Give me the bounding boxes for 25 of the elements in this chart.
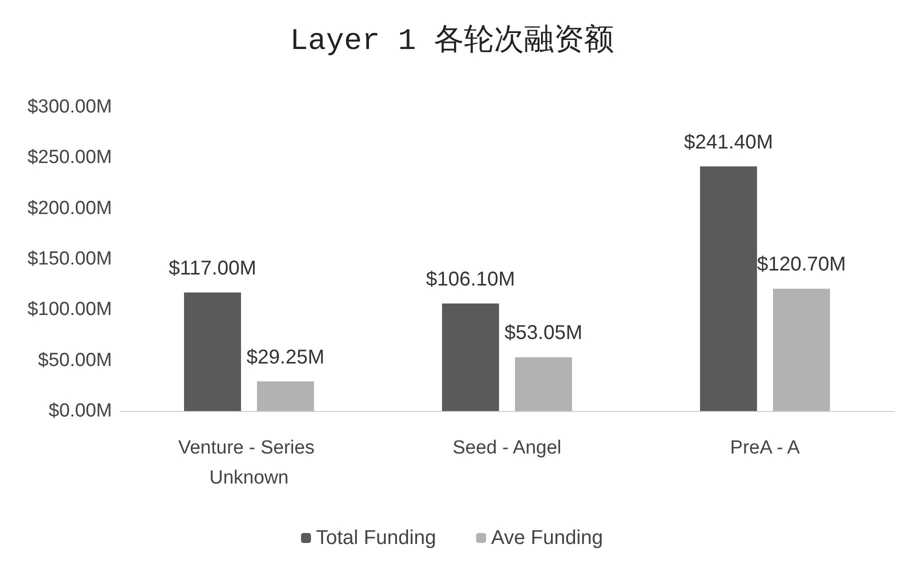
data-label: $106.10M	[426, 268, 516, 290]
y-tick-label: $100.00M	[27, 299, 112, 320]
y-tick-label: $50.00M	[38, 350, 112, 371]
y-tick-label: $300.00M	[27, 96, 112, 118]
y-tick-label: $250.00M	[27, 147, 112, 168]
x-tick-label: Seed - Angel	[452, 438, 562, 458]
chart-title: Layer 1 各轮次融资额	[290, 23, 614, 59]
data-label: $117.00M	[168, 257, 256, 280]
bar	[184, 292, 242, 411]
legend-label: Total Funding	[316, 527, 436, 549]
bar	[442, 303, 500, 411]
data-label: $29.25M	[246, 346, 324, 368]
x-tick-label: Venture - Series Unknown	[178, 438, 320, 488]
bar	[700, 166, 758, 411]
legend-label: Ave Funding	[491, 527, 604, 549]
bar	[256, 381, 314, 411]
y-tick-label: $150.00M	[27, 248, 112, 270]
data-label: $241.40M	[684, 131, 774, 154]
data-label: $53.05M	[504, 322, 582, 344]
y-tick-label: $200.00M	[27, 198, 112, 219]
bar	[772, 288, 830, 411]
x-tick-label: PreA - A	[730, 438, 800, 458]
y-tick-label: $0.00M	[48, 400, 112, 422]
bar	[514, 357, 572, 411]
data-label: $120.70M	[756, 254, 846, 276]
